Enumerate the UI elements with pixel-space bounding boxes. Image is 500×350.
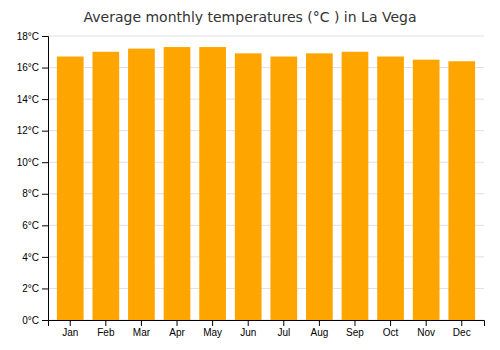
y-tick-mark — [42, 288, 48, 289]
x-tick-mark — [390, 320, 391, 326]
y-tick-mark — [42, 194, 48, 195]
bar — [448, 61, 475, 320]
y-tick: 2°C — [22, 283, 48, 294]
y-tick-label: 6°C — [22, 220, 39, 231]
y-axis: 0°C 2°C 4°C 6°C 8°C 10°C 12°C 14°C 16°C 18°C — [17, 31, 49, 326]
x-tick-mark — [70, 320, 71, 326]
y-tick: 18°C — [17, 31, 48, 42]
x-axis: Jan Feb Mar Apr May Jun Jul Aug Sep Oct Nov Dec — [49, 320, 485, 338]
x-tick-label: Sep — [346, 327, 364, 338]
y-tick: 12°C — [17, 125, 48, 136]
x-tick-label: Jul — [277, 327, 290, 338]
y-tick-mark — [42, 320, 48, 321]
x-tick-mark — [354, 320, 355, 326]
chart: Jan Feb Mar Apr May Jun Jul Aug Sep Oct Nov Dec 0°C 2… — [0, 0, 500, 350]
x-tick-label: Jan — [62, 327, 78, 338]
x-tick: May — [203, 320, 222, 338]
y-tick-mark — [42, 68, 48, 69]
y-tick: 8°C — [22, 188, 48, 199]
x-tick-mark — [105, 320, 106, 326]
bar — [270, 57, 297, 320]
x-tick: Oct — [383, 320, 399, 338]
x-tick-mark — [248, 320, 249, 326]
x-tick-label: Feb — [97, 327, 115, 338]
y-tick-label: 10°C — [17, 157, 39, 168]
y-tick-label: 4°C — [22, 252, 39, 263]
x-tick: Nov — [417, 320, 435, 338]
y-tick-label: 16°C — [17, 62, 39, 73]
x-tick-mark — [426, 320, 427, 326]
x-tick: Jul — [277, 320, 290, 338]
x-tick: Sep — [346, 320, 364, 338]
y-tick-mark — [42, 99, 48, 100]
bar — [128, 49, 155, 320]
y-tick: 0°C — [22, 315, 48, 326]
y-tick-mark — [42, 36, 48, 37]
title: Average monthly temperatures (°C ) in La… — [84, 9, 417, 25]
y-tick-mark — [42, 257, 48, 258]
y-tick-label: 14°C — [17, 94, 39, 105]
bar — [92, 52, 119, 320]
x-tick: Feb — [97, 320, 115, 338]
x-tick-label: Nov — [417, 327, 435, 338]
bars — [57, 47, 475, 320]
x-tick-mark — [177, 320, 178, 326]
x-tick-mark — [283, 320, 284, 326]
x-tick: Dec — [453, 320, 471, 338]
x-tick-mark — [319, 320, 320, 326]
bar — [235, 53, 262, 320]
plot: Jan Feb Mar Apr May Jun Jul Aug Sep Oct Nov Dec 0°C 2… — [17, 31, 485, 338]
bar — [164, 47, 191, 320]
x-tick-label: Oct — [383, 327, 399, 338]
x-tick: Mar — [133, 320, 151, 338]
bar — [377, 57, 404, 320]
y-tick-mark — [42, 131, 48, 132]
grid-line — [48, 36, 484, 37]
y-tick: 16°C — [17, 62, 48, 73]
bar — [342, 52, 369, 320]
x-tick-label: May — [203, 327, 222, 338]
x-tick-label: Apr — [169, 327, 185, 338]
y-tick: 10°C — [17, 157, 48, 168]
x-tick-label: Dec — [453, 327, 471, 338]
x-axis-line — [49, 321, 485, 327]
x-tick-mark — [141, 320, 142, 326]
x-tick-mark — [212, 320, 213, 326]
x-tick: Jan — [62, 320, 78, 338]
bar — [57, 57, 84, 320]
x-tick-label: Mar — [133, 327, 151, 338]
bar — [306, 53, 333, 320]
y-tick-label: 0°C — [22, 315, 39, 326]
x-tick-label: Aug — [310, 327, 328, 338]
y-tick-mark — [42, 225, 48, 226]
bar — [413, 60, 440, 320]
y-tick-label: 18°C — [17, 31, 39, 42]
y-tick-label: 2°C — [22, 283, 39, 294]
y-tick-label: 8°C — [22, 188, 39, 199]
y-tick-label: 12°C — [17, 125, 39, 136]
x-tick-label: Jun — [240, 327, 256, 338]
y-axis-line — [42, 37, 49, 321]
bar — [199, 47, 226, 320]
y-tick: 4°C — [22, 252, 48, 263]
x-tick-mark — [461, 320, 462, 326]
x-tick: Jun — [240, 320, 256, 338]
y-tick: 14°C — [17, 94, 48, 105]
x-tick: Aug — [310, 320, 328, 338]
x-tick: Apr — [169, 320, 185, 338]
y-tick-mark — [42, 162, 48, 163]
y-tick: 6°C — [22, 220, 48, 231]
grid — [48, 36, 484, 320]
